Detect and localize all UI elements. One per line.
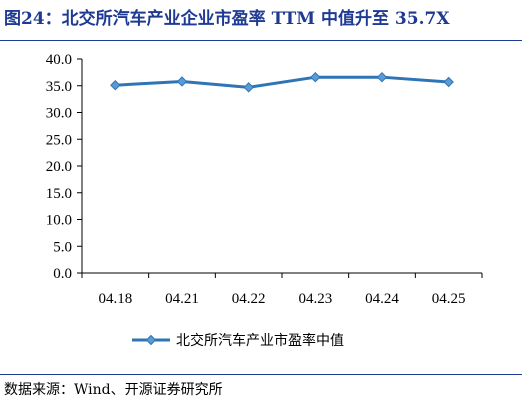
data-point	[110, 80, 121, 91]
x-tick-label: 04.23	[298, 291, 332, 307]
series-group	[110, 71, 454, 93]
y-tick-label: 25.0	[46, 132, 72, 148]
x-tick-label: 04.25	[432, 291, 466, 307]
footer-divider	[0, 374, 522, 375]
y-tick-label: 0.0	[53, 266, 72, 282]
y-tick-label: 15.0	[46, 186, 72, 202]
legend: 北交所汽车产业市盈率中值	[132, 332, 344, 349]
data-point	[443, 76, 454, 88]
title-divider	[0, 40, 522, 41]
x-tick-label: 04.24	[365, 291, 399, 307]
line-chart: 0.0 5.0 10.0 15.0 20.0 25.0 30.0 35.0 40.0 04.18…	[46, 52, 483, 349]
source-note: 数据来源：Wind、开源证券研究所	[4, 382, 223, 398]
series-line	[115, 75, 449, 89]
legend-label: 北交所汽车产业市盈率中值	[176, 332, 344, 349]
y-tick-label: 5.0	[53, 239, 72, 255]
data-point	[243, 82, 254, 93]
x-tick-label: 04.21	[165, 291, 199, 307]
legend-marker-swatch	[145, 334, 157, 346]
y-tick-label: 40.0	[46, 52, 72, 68]
y-tick-label: 10.0	[46, 213, 72, 229]
data-point	[310, 71, 321, 83]
chart-title: 图24：北交所汽车产业企业市盈率 TTM 中值升至 35.7X	[4, 9, 450, 29]
data-point	[176, 76, 188, 87]
y-tick-label: 35.0	[46, 79, 72, 95]
y-axis: 0.0 5.0 10.0 15.0 20.0 25.0 30.0 35.0 40.0	[46, 52, 83, 282]
x-tick-label: 04.22	[232, 291, 266, 307]
x-axis: 04.18 04.21 04.22 04.23 04.24 04.25	[81, 272, 483, 307]
x-tick-label: 04.18	[98, 291, 132, 307]
y-tick-label: 30.0	[46, 106, 72, 122]
data-point	[376, 71, 388, 83]
y-tick-label: 20.0	[46, 159, 72, 175]
